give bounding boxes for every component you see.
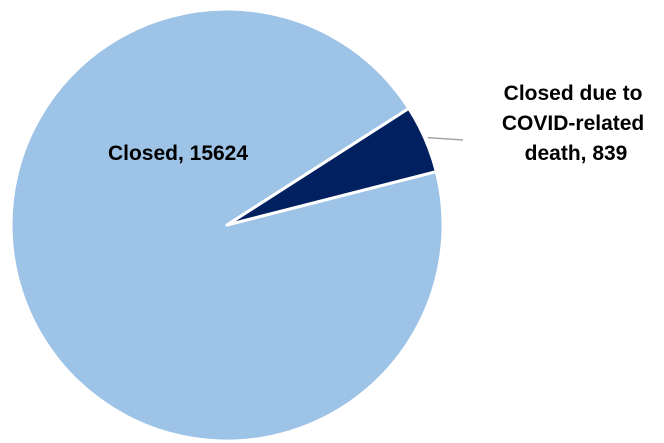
- pie-slices: [9, 7, 445, 443]
- leader-line-closed-covid-death: [427, 136, 464, 141]
- leader-lines: [427, 136, 464, 141]
- data-label-closed-covid-death: Closed due to COVID-related death, 839: [502, 82, 650, 165]
- data-label-closed: Closed, 15624: [108, 142, 248, 165]
- pie-slice-closed-due-to-covid-related-death: [225, 106, 438, 227]
